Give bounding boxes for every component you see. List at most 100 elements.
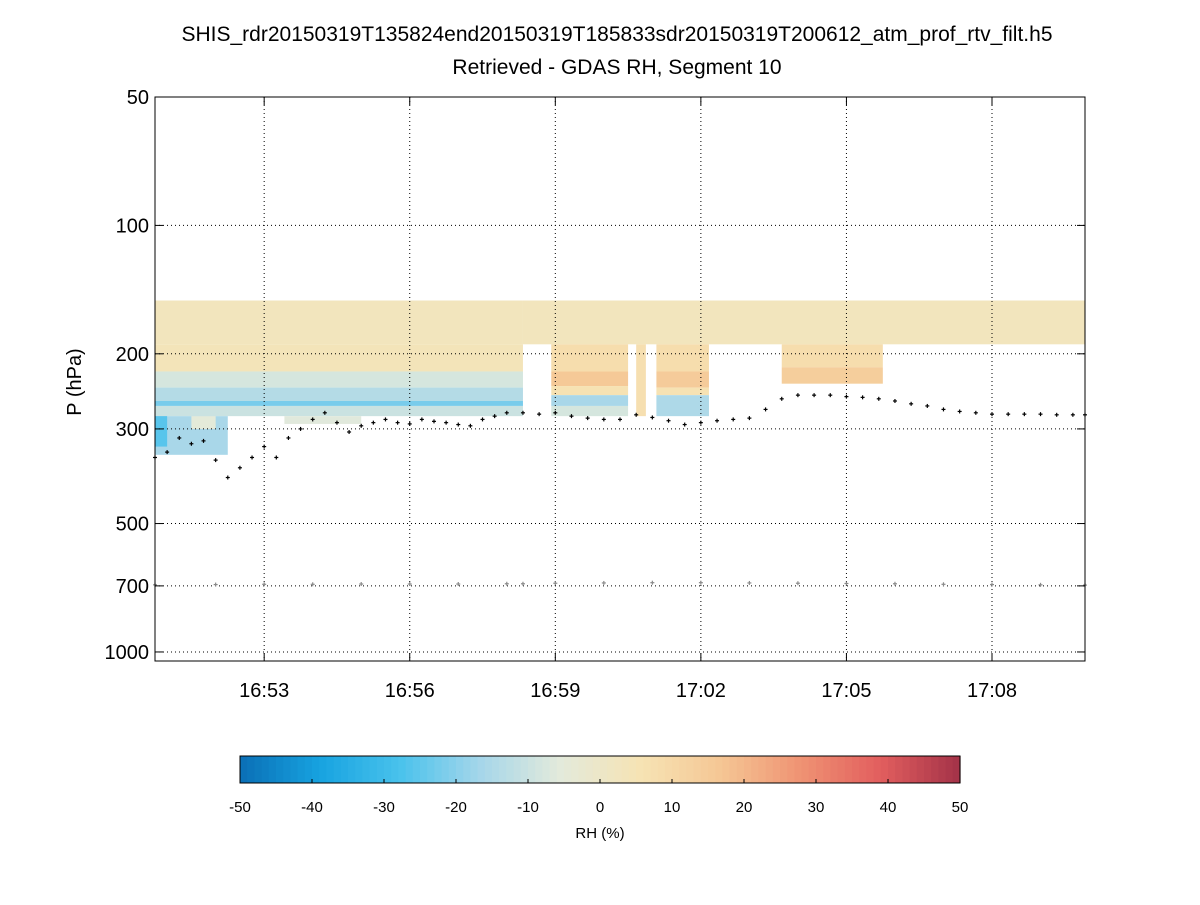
colorbar-segment — [571, 756, 579, 783]
heatmap-cell — [155, 344, 523, 372]
data-point — [322, 410, 327, 415]
data-point — [520, 410, 525, 415]
data-point — [1054, 412, 1059, 417]
data-point — [165, 450, 170, 455]
data-point — [468, 423, 473, 428]
data-point — [480, 417, 485, 422]
data-point — [298, 426, 303, 431]
data-point — [553, 410, 558, 415]
data-point — [504, 581, 509, 586]
colorbar-segment — [376, 756, 385, 783]
colorbar-segment — [369, 756, 378, 783]
colorbar-segment — [844, 756, 853, 783]
heatmap-cell — [551, 344, 629, 372]
colorbar-segment — [384, 756, 392, 783]
data-point — [456, 422, 461, 427]
colorbar-segment — [470, 756, 479, 783]
colorbar-segment — [945, 756, 954, 783]
colorbar-tick-label: -40 — [301, 799, 323, 816]
data-point — [395, 420, 400, 425]
data-point — [262, 582, 267, 587]
colorbar-segment — [528, 756, 536, 783]
data-point — [347, 429, 352, 434]
heatmap-cell — [636, 344, 646, 417]
x-tick-label: 17:05 — [821, 680, 871, 702]
colorbar-segment — [542, 756, 551, 783]
y-ticks: 50 100 200 300 500 700 1000 — [105, 87, 1085, 664]
data-point — [634, 412, 639, 417]
heatmap-cell — [551, 386, 629, 396]
colorbar-segment — [448, 756, 457, 783]
colorbar-segment — [304, 756, 313, 783]
colorbar-segment — [636, 756, 644, 783]
colorbar-segment — [686, 756, 695, 783]
data-point — [876, 396, 881, 401]
x-tick-label: 16:53 — [239, 680, 289, 702]
colorbar-segment — [319, 756, 327, 783]
data-point — [262, 444, 267, 449]
colorbar-segment — [679, 756, 687, 783]
data-point — [585, 416, 590, 421]
data-point — [407, 582, 412, 587]
y-tick-label: 200 — [116, 344, 149, 366]
colorbar-segment — [607, 756, 615, 783]
colorbar-segment — [715, 756, 723, 783]
colorbar-segment — [758, 756, 767, 783]
data-point — [274, 455, 279, 460]
colorbar-segment — [484, 756, 493, 783]
colorbar-segment — [801, 756, 810, 783]
data-point — [407, 421, 412, 426]
colorbar-segment — [916, 756, 925, 783]
data-point — [941, 582, 946, 587]
colorbar-segment — [254, 756, 263, 783]
colorbar-segment — [931, 756, 939, 783]
colorbar-segment — [700, 756, 709, 783]
colorbar-segment — [866, 756, 875, 783]
colorbar-tick-label: 30 — [808, 799, 825, 816]
heatmap-cell — [155, 400, 523, 406]
data-point — [795, 581, 800, 586]
colorbar-segment — [434, 756, 443, 783]
data-point — [990, 412, 994, 417]
colorbar-segment — [859, 756, 867, 783]
colorbar-segment — [693, 756, 702, 783]
heatmap-cell — [191, 416, 216, 429]
plot-frame — [154, 96, 1086, 662]
heatmap-cell — [551, 405, 629, 417]
y-axis-label: P (hPa) — [64, 348, 86, 415]
heatmap-cell — [522, 300, 1085, 345]
colorbar-segment — [751, 756, 759, 783]
data-point — [715, 418, 720, 423]
data-point — [553, 581, 558, 586]
data-point — [601, 417, 606, 422]
y-tick-label: 100 — [116, 215, 149, 237]
data-point — [892, 581, 897, 586]
colorbar-segment — [549, 756, 558, 783]
colorbar-segment — [765, 756, 774, 783]
colorbar-segment — [729, 756, 738, 783]
x-ticks: 16:53 16:56 16:59 17:02 17:05 17:08 — [239, 97, 1017, 702]
colorbar-segment — [585, 756, 594, 783]
colorbar-tick-label: 0 — [596, 799, 604, 816]
data-point — [601, 580, 606, 585]
heatmap-cell — [551, 371, 629, 387]
colorbar-segment — [463, 756, 471, 783]
y-tick-label: 500 — [116, 514, 149, 536]
colorbar-segment — [780, 756, 788, 783]
heatmap-cell — [781, 344, 883, 368]
colorbar-segment — [736, 756, 745, 783]
colorbar-segment — [535, 756, 543, 783]
chart-subtitle: Retrieved - GDAS RH, Segment 10 — [452, 56, 781, 79]
colorbar-segment — [297, 756, 306, 783]
data-point — [213, 458, 218, 463]
data-point — [731, 417, 736, 422]
colorbar-tick-label: 10 — [664, 799, 681, 816]
heatmap-cell — [155, 300, 523, 345]
colorbar-tick-label: 50 — [952, 799, 969, 816]
colorbar-segment — [902, 756, 911, 783]
data-point — [795, 393, 800, 398]
colorbar-segment — [830, 756, 839, 783]
data-point — [359, 423, 364, 428]
colorbar-segment — [520, 756, 529, 783]
colorbar — [239, 755, 961, 784]
